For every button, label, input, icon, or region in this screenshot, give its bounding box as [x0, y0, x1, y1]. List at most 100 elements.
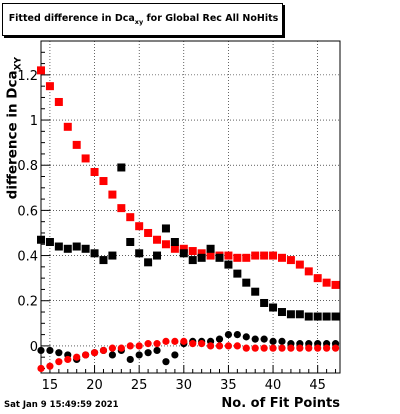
y-axis-label: difference in DcaXY: [5, 56, 24, 199]
data-point-square: [99, 256, 108, 265]
data-point-square: [206, 244, 215, 253]
data-point-square: [37, 66, 45, 75]
data-point-square: [54, 242, 63, 251]
data-point-square: [322, 278, 331, 287]
data-point-square: [286, 310, 295, 319]
data-point-circle: [162, 358, 170, 366]
axis-ticks: 15 20 25 30 35 40 45 0 0.2 0.4 0.6 0.8 1 1.2: [17, 40, 337, 393]
data-point-square: [170, 238, 179, 247]
data-point-circle: [55, 358, 63, 366]
y-tick-label: 1.2: [17, 69, 38, 84]
x-tick-label: 45: [309, 378, 326, 393]
y-tick-label: 0.2: [17, 295, 38, 310]
data-point-square: [197, 249, 206, 258]
x-tick-label: 25: [131, 378, 148, 393]
data-point-circle: [108, 351, 117, 359]
data-point-square: [81, 154, 90, 163]
data-point-circle: [260, 335, 268, 343]
data-point-square: [144, 258, 153, 267]
data-point-square: [206, 251, 215, 260]
data-point-circle: [171, 337, 179, 345]
data-point-square: [63, 122, 72, 131]
plot-frame: [40, 40, 341, 374]
y-tick-label: 0.6: [17, 204, 38, 219]
data-point-circle: [117, 344, 125, 352]
data-point-square: [117, 163, 126, 172]
data-point-square: [63, 244, 72, 253]
data-point-circle: [242, 344, 250, 352]
y-axis-label-subscript: XY: [13, 56, 24, 71]
data-point-circle: [153, 340, 161, 348]
data-point-circle: [37, 346, 45, 355]
data-point-square: [286, 256, 295, 265]
data-point-circle: [224, 331, 233, 339]
data-point-square: [304, 312, 313, 321]
data-point-square: [161, 224, 170, 233]
data-point-circle: [278, 344, 286, 352]
x-axis-label: No. of Fit Points: [221, 396, 340, 411]
data-point-circle: [64, 355, 72, 364]
data-point-square: [277, 253, 286, 262]
data-point-circle: [162, 337, 170, 345]
data-point-circle: [108, 344, 117, 352]
data-point-square: [72, 242, 81, 251]
chart-title: Fitted difference in Dcaxy for Global Re…: [3, 13, 284, 26]
data-point-square: [117, 204, 126, 213]
data-point-square: [179, 244, 188, 253]
data-point-circle: [171, 351, 179, 359]
x-tick-label: 20: [86, 378, 103, 393]
grid-lines: [41, 41, 340, 373]
data-point-square: [242, 278, 251, 287]
data-point-square: [313, 274, 322, 283]
y-tick-label: 1: [30, 114, 38, 129]
data-point-square: [135, 249, 144, 258]
data-point-square: [108, 251, 117, 260]
data-point-square: [90, 167, 99, 176]
data-point-square: [260, 298, 269, 307]
data-point-square: [242, 253, 251, 262]
data-point-square: [322, 312, 331, 321]
data-point-square: [197, 253, 206, 262]
data-point-circle: [278, 337, 286, 345]
data-point-circle: [144, 340, 152, 348]
data-point-square: [269, 251, 278, 260]
y-tick-label: 0.4: [17, 250, 38, 265]
data-point-circle: [198, 340, 206, 348]
chart-title-subscript: xy: [134, 17, 144, 26]
data-point-square: [45, 82, 54, 91]
data-points: [37, 66, 340, 373]
x-tick-label: 35: [220, 378, 237, 393]
data-point-square: [295, 310, 304, 319]
data-point-square: [233, 269, 242, 278]
data-point-circle: [242, 333, 250, 341]
data-point-circle: [90, 349, 99, 357]
data-point-circle: [46, 362, 54, 370]
data-point-circle: [323, 344, 331, 352]
data-point-square: [188, 247, 197, 256]
data-point-circle: [144, 349, 152, 357]
data-point-square: [331, 312, 340, 321]
data-point-square: [295, 260, 304, 269]
data-point-circle: [126, 355, 134, 364]
data-point-circle: [55, 349, 63, 357]
data-point-circle: [37, 364, 45, 373]
data-point-circle: [180, 337, 188, 345]
data-point-square: [170, 244, 179, 253]
data-point-circle: [287, 344, 295, 352]
data-point-square: [45, 238, 54, 247]
data-point-square: [81, 244, 90, 253]
data-point-circle: [296, 344, 304, 352]
x-tick-label: 30: [176, 378, 193, 393]
data-point-square: [251, 287, 260, 296]
data-point-square: [126, 238, 135, 247]
data-point-square: [251, 251, 260, 260]
timestamp: Sat Jan 9 15:49:59 2021: [4, 400, 119, 410]
data-point-square: [72, 140, 81, 149]
data-point-square: [99, 177, 108, 186]
data-point-circle: [46, 346, 54, 355]
data-point-square: [304, 267, 313, 276]
data-point-circle: [82, 351, 90, 359]
chart-title-box: Fitted difference in Dcaxy for Global Re…: [2, 3, 283, 36]
data-point-square: [161, 240, 170, 249]
